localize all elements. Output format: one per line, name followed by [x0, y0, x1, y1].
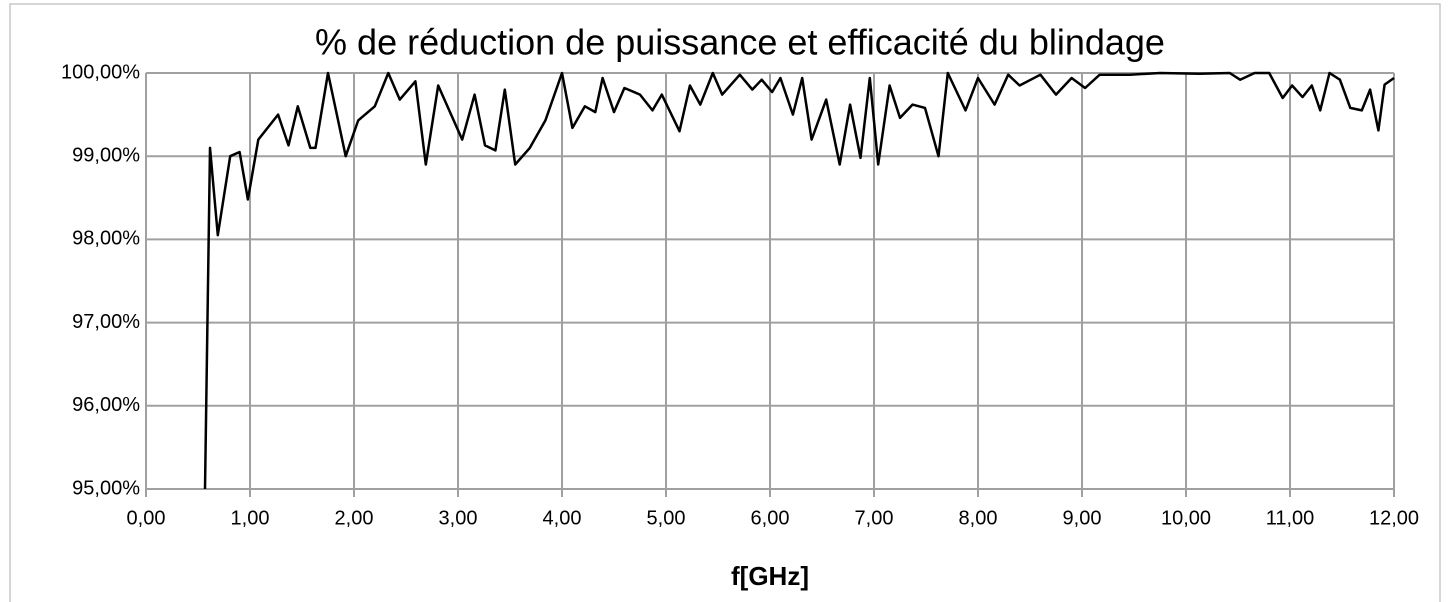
x-tick-label: 0,00	[127, 507, 166, 529]
x-tick-label: 5,00	[647, 507, 686, 529]
x-tick-label: 10,00	[1161, 507, 1211, 529]
chart-frame	[9, 3, 1441, 602]
y-tick-label: 98,00%	[72, 228, 140, 250]
chart-title: % de réduction de puissance et efficacit…	[315, 22, 1165, 63]
y-tick-label: 95,00%	[72, 477, 140, 499]
x-tick-label: 1,00	[231, 507, 270, 529]
x-axis-label: f[GHz]	[731, 561, 809, 591]
x-tick-label: 11,00	[1266, 507, 1315, 529]
y-tick-label: 99,00%	[72, 144, 140, 166]
data-line	[203, 71, 1395, 490]
y-tick-label: 96,00%	[72, 394, 140, 416]
y-tick-label: 100,00%	[61, 61, 140, 83]
x-tick-label: 12,00	[1369, 507, 1419, 529]
x-tick-label: 8,00	[959, 507, 998, 529]
x-tick-label: 7,00	[855, 507, 894, 529]
x-tick-label: 6,00	[751, 507, 790, 529]
x-tick-label: 4,00	[543, 507, 582, 529]
x-tick-label: 9,00	[1063, 507, 1102, 529]
x-tick-label: 3,00	[439, 507, 478, 529]
x-tick-label: 2,00	[335, 507, 374, 529]
y-tick-label: 97,00%	[72, 311, 140, 333]
